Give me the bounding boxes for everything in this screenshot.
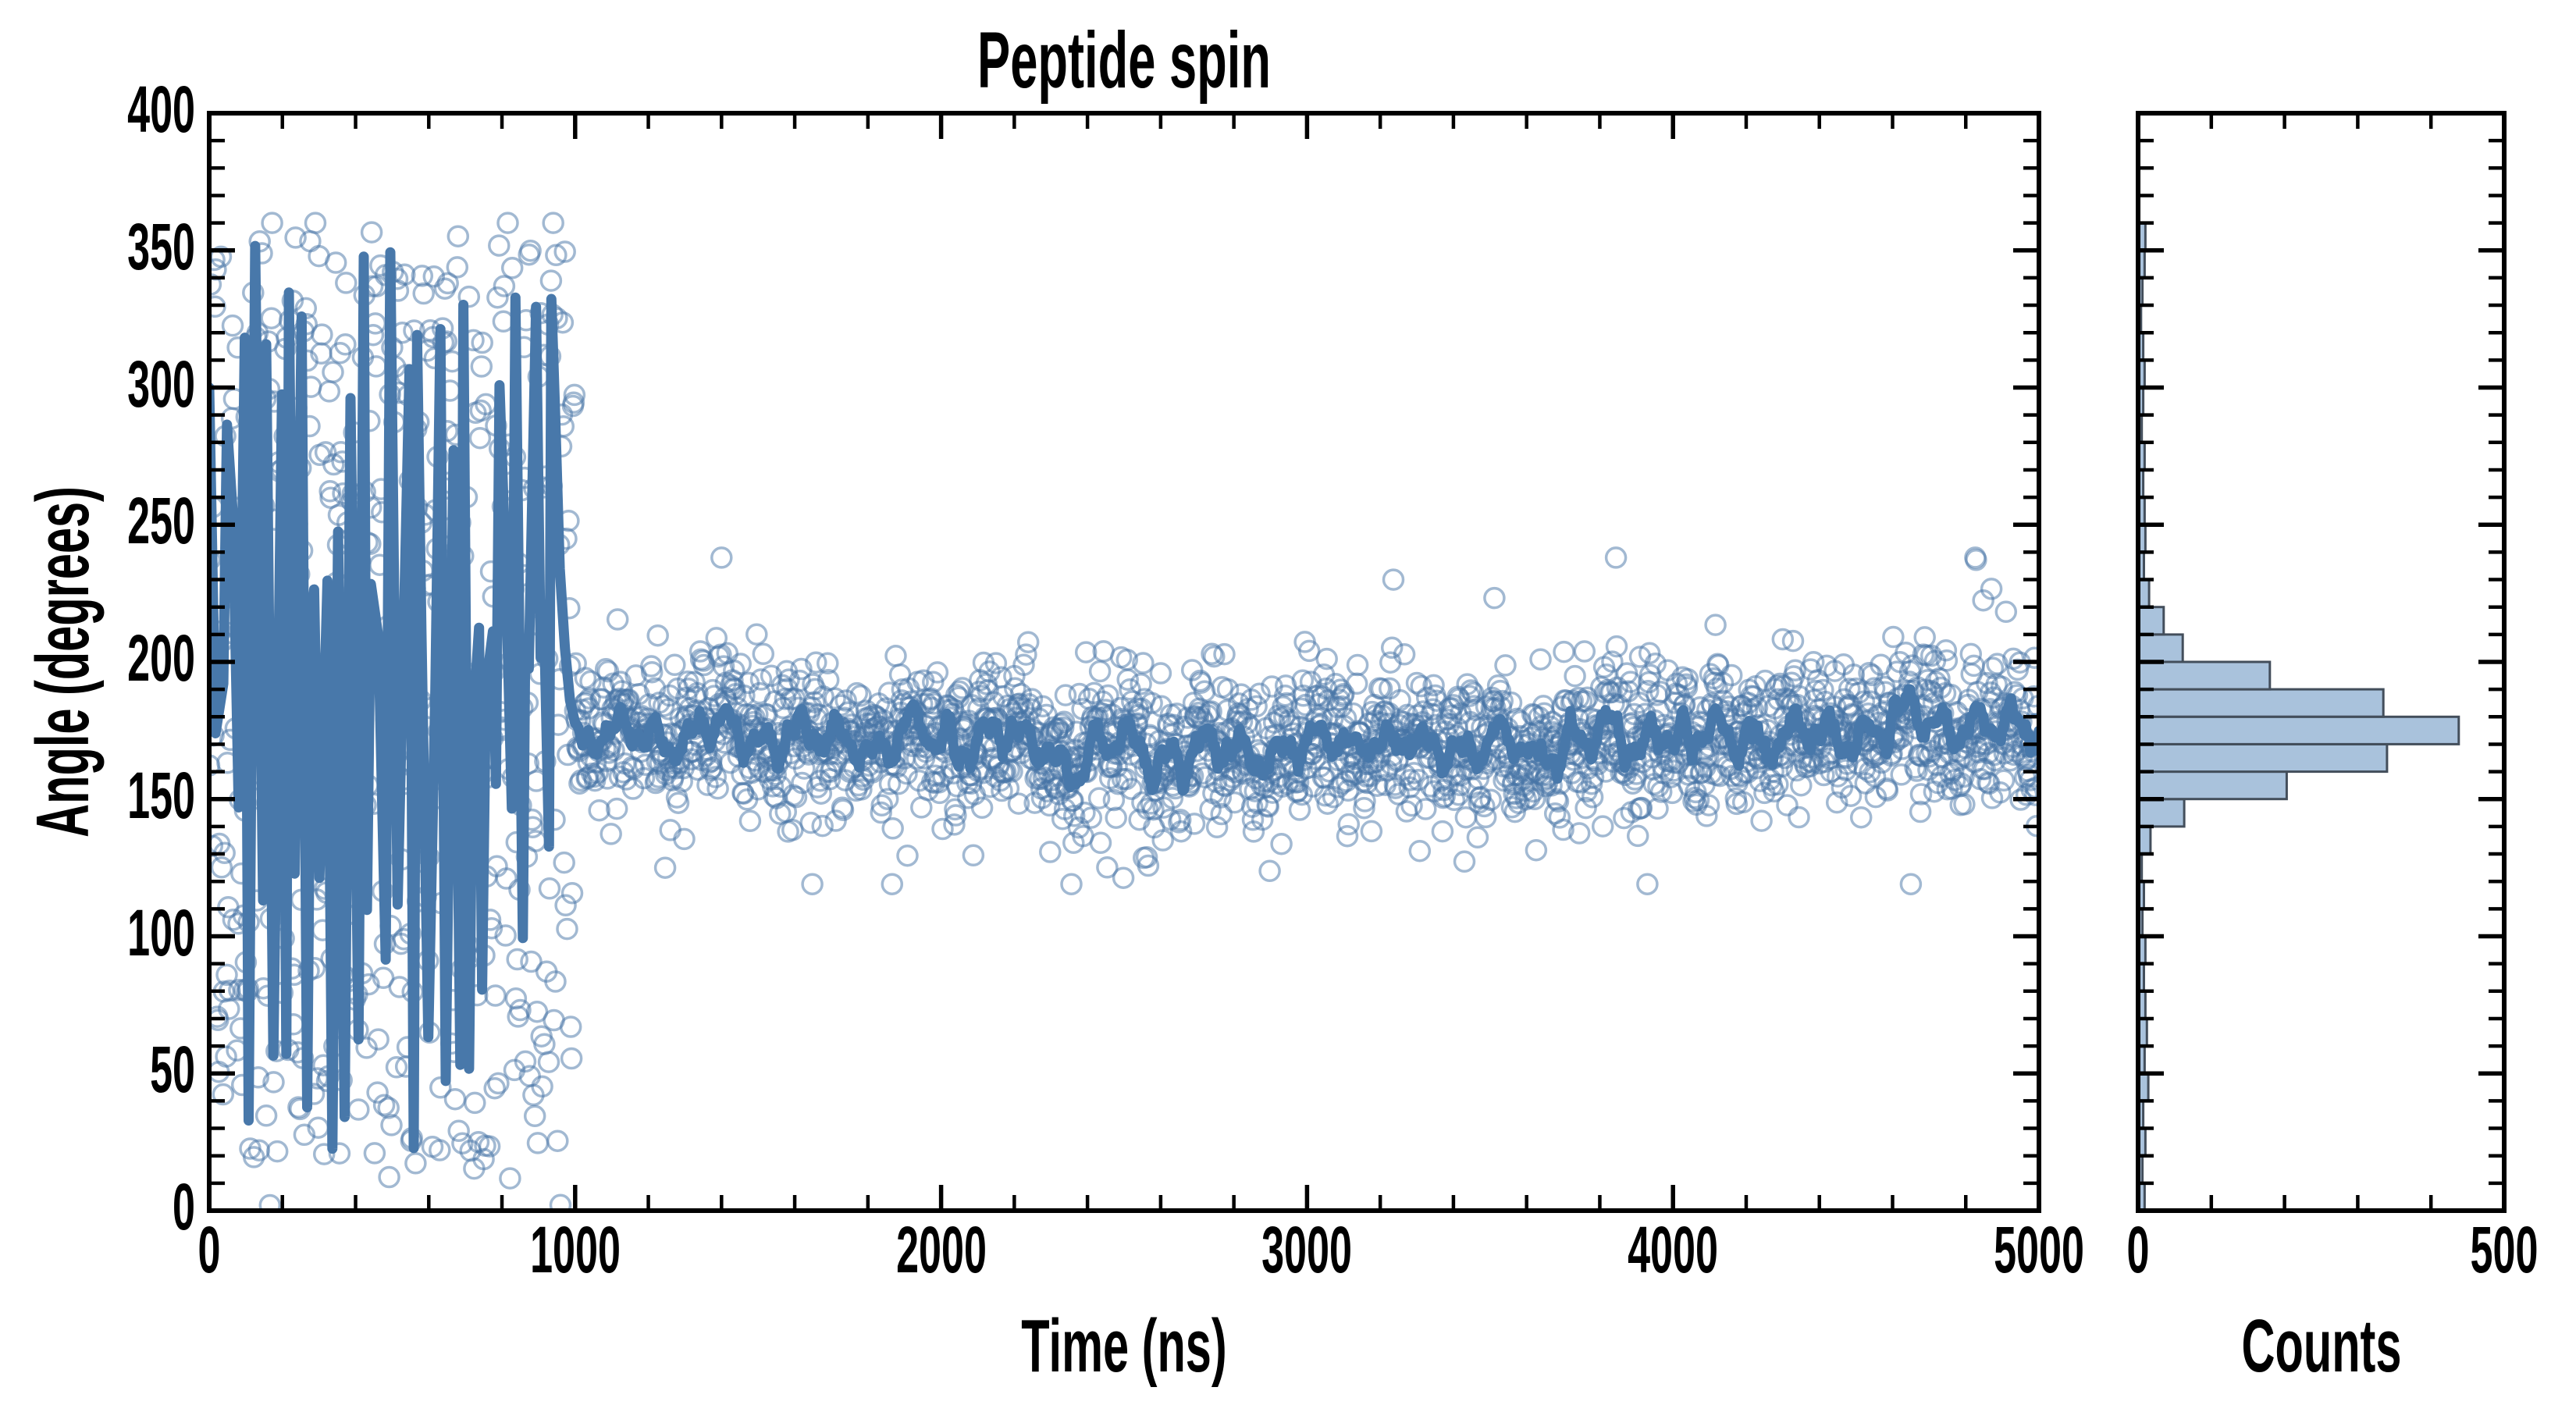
tick-labels: 0 1000 2000 3000 4000 50000501001502002503003… <box>127 73 2538 1286</box>
y-axis-label: Angle (degrees) <box>20 486 104 838</box>
x-tick-label: 2000 <box>896 1213 987 1286</box>
histogram-bar <box>2138 743 2389 774</box>
y-tick-label: 250 <box>127 484 195 557</box>
histogram-bar <box>2138 660 2272 691</box>
histogram-bar <box>2138 798 2186 828</box>
x-tick-label: 4000 <box>1628 1213 1718 1286</box>
histogram-x-tick-label: 500 <box>2471 1213 2539 1286</box>
y-tick-label: 50 <box>150 1033 195 1106</box>
histogram-bar <box>2138 715 2460 745</box>
axes-spines-and-ticks <box>207 111 2507 1213</box>
histogram-bar <box>2138 606 2165 636</box>
y-tick-label: 150 <box>127 759 195 832</box>
histogram-bar <box>2138 770 2288 801</box>
y-tick-label: 0 <box>173 1170 195 1243</box>
histogram-x-axis-label: Counts <box>2242 1304 2402 1387</box>
x-tick-label: 1000 <box>530 1213 621 1286</box>
y-tick-label: 300 <box>127 347 195 421</box>
histogram-x-tick-label: 0 <box>2127 1213 2150 1286</box>
y-tick-label: 400 <box>127 73 195 146</box>
x-tick-label: 0 <box>198 1213 221 1286</box>
chart-title: Peptide spin <box>977 15 1271 104</box>
y-tick-label: 350 <box>127 210 195 283</box>
y-tick-label: 200 <box>127 621 195 695</box>
histogram-bar <box>2138 633 2184 663</box>
y-tick-label: 100 <box>127 896 195 969</box>
main-plot-data <box>209 212 2039 1211</box>
x-tick-label: 3000 <box>1261 1213 1352 1286</box>
x-tick-label: 5000 <box>1994 1213 2084 1286</box>
running-average-line <box>209 240 2039 1154</box>
x-axis-label: Time (ns) <box>1021 1304 1226 1387</box>
histogram-bar <box>2138 688 2385 718</box>
